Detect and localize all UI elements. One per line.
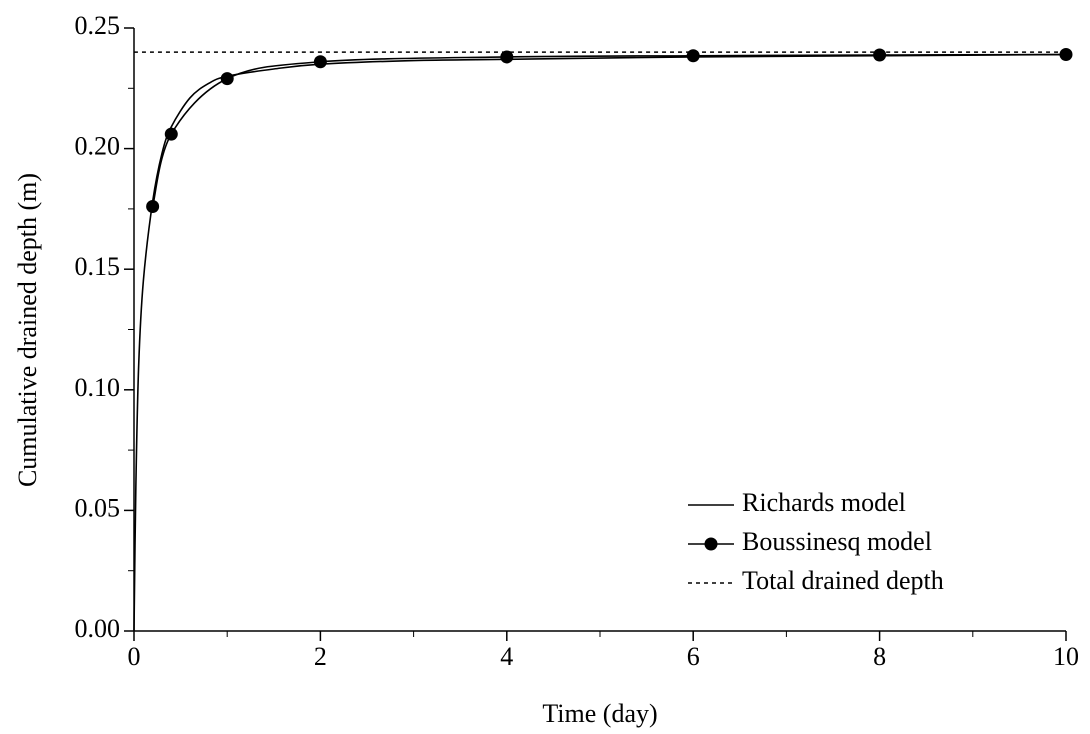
x-tick-label: 8 <box>873 642 886 671</box>
legend-label: Richards model <box>742 488 906 517</box>
x-tick-label: 0 <box>128 642 141 671</box>
y-tick-label: 0.25 <box>75 11 121 40</box>
series-marker <box>873 48 887 62</box>
series-marker <box>500 50 514 64</box>
y-tick-label: 0.20 <box>75 132 121 161</box>
x-tick-label: 2 <box>314 642 327 671</box>
series-marker <box>313 55 327 69</box>
y-tick-label: 0.15 <box>75 252 121 281</box>
series-line <box>151 53 1067 207</box>
x-axis-label: Time (day) <box>542 699 657 728</box>
series-marker <box>1059 48 1073 62</box>
y-tick-label: 0.05 <box>75 493 121 522</box>
legend-marker <box>704 537 718 551</box>
x-tick-label: 6 <box>687 642 700 671</box>
x-tick-label: 4 <box>500 642 513 671</box>
series-marker <box>220 72 234 86</box>
y-axis-label: Cumulative drained depth (m) <box>13 173 42 487</box>
y-tick-label: 0.10 <box>75 373 121 402</box>
y-tick-label: 0.00 <box>75 614 121 643</box>
series-marker <box>164 127 178 141</box>
series-marker <box>146 199 160 213</box>
legend-label: Boussinesq model <box>742 527 932 556</box>
series-marker <box>686 49 700 63</box>
legend-label: Total drained depth <box>742 566 944 595</box>
x-tick-label: 10 <box>1053 642 1079 671</box>
